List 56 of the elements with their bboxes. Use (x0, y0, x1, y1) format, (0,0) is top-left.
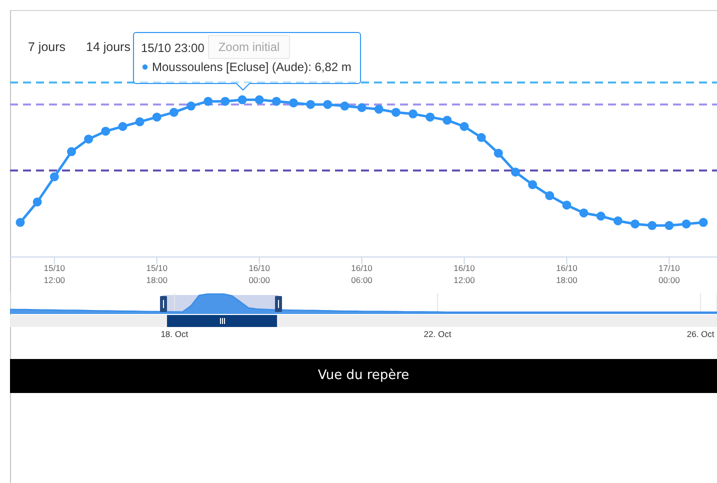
point (135, 117, 144, 126)
button: Zoom initial (208, 35, 290, 59)
point (648, 221, 657, 230)
x-tick-label: 16/10 06:00 (351, 263, 373, 285)
x-tick-label: 17/10 00:00 (658, 263, 680, 285)
text: 14 jours (86, 40, 130, 54)
point (545, 191, 554, 200)
x-tick-label: 15/10 18:00 (146, 263, 168, 285)
point (323, 100, 332, 109)
point (562, 200, 572, 210)
banner: Vue du repère (10, 359, 717, 393)
point (494, 148, 503, 158)
point (630, 219, 640, 228)
point (426, 112, 435, 122)
point (579, 208, 588, 218)
point (16, 218, 25, 227)
point (596, 212, 606, 221)
point (408, 109, 418, 118)
point (32, 197, 42, 206)
point (169, 108, 178, 117)
text: 7 jours (28, 40, 66, 54)
point (220, 96, 230, 106)
point (118, 122, 128, 131)
point (528, 180, 538, 190)
point (288, 98, 298, 108)
point (66, 147, 76, 156)
point (254, 95, 264, 104)
point (374, 104, 384, 114)
point (340, 102, 350, 111)
point (84, 134, 94, 144)
point (613, 216, 622, 226)
point (698, 218, 708, 227)
point (186, 102, 196, 111)
point (664, 221, 674, 230)
point (306, 100, 316, 109)
point (682, 219, 691, 228)
point (50, 172, 59, 182)
point (152, 112, 162, 122)
point (204, 96, 213, 106)
point (442, 116, 452, 125)
point (272, 96, 281, 106)
point (101, 126, 110, 136)
annotation: Moussoulens [Ecluse] (Aude): 6,82 m (152, 58, 352, 75)
x-tick-label: 22. Oct (424, 329, 452, 339)
point (460, 122, 469, 131)
x-tick-label: 16/10 18:00 (556, 263, 578, 285)
x-tick-label: 18. Oct (160, 329, 189, 339)
point (238, 95, 247, 104)
x-tick-label: 16/10 00:00 (248, 263, 270, 285)
point (476, 133, 486, 142)
x-tick-label: 15/10 12:00 (44, 263, 66, 285)
x-tick-label: 16/10 12:00 (454, 263, 476, 285)
point (510, 168, 520, 177)
point (391, 108, 400, 117)
point (357, 103, 366, 112)
x-tick-label: 26. Oct (686, 329, 715, 339)
